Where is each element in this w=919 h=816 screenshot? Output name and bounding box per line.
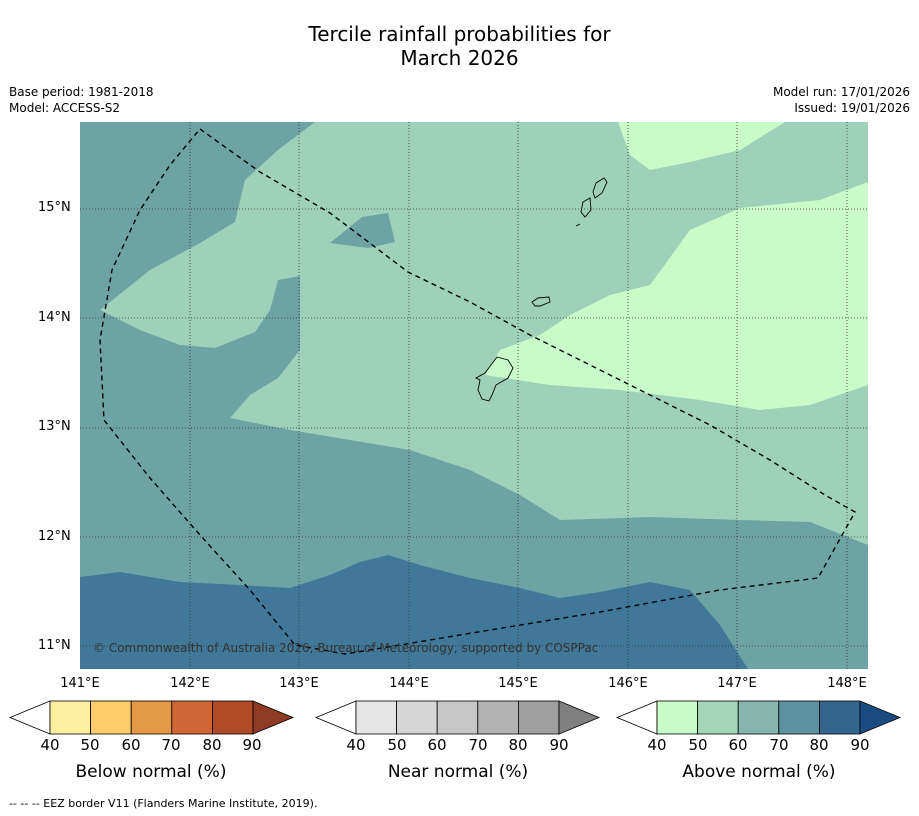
cb-below-tick-40: 40 (40, 736, 60, 754)
cb-above-label: Above normal (%) (682, 762, 836, 782)
lon-label-146: 146°E (608, 676, 648, 691)
lat-label-13: 13°N (38, 419, 71, 434)
cb-below-extend-high (252, 700, 295, 735)
cb-above-tick-80: 80 (809, 736, 829, 754)
cb-above-extend-high (859, 700, 902, 735)
copyright-notice: © Commonwealth of Australia 2026, Bureau… (93, 641, 599, 655)
region-60-70-blob (330, 213, 395, 248)
cb-below-segment-3 (130, 700, 173, 735)
lat-label-15: 15°N (38, 200, 71, 215)
cb-near-segment-5 (518, 700, 560, 735)
cb-above-segment-5 (819, 700, 861, 735)
region-50-60 (100, 122, 868, 545)
cb-above-tick-90: 90 (850, 736, 870, 754)
cb-above-segment-3 (737, 700, 780, 735)
cb-near-tick-80: 80 (508, 736, 528, 754)
chart-title: Tercile rainfall probabilities for March… (0, 22, 919, 70)
title-line-2: March 2026 (400, 46, 519, 70)
cb-above-segment-1 (656, 700, 698, 735)
footnote-eez: -- -- -- EEZ border V11 (Flanders Marine… (9, 797, 318, 810)
island-rota (531, 296, 551, 307)
model-run: Model run: 17/01/2026 (772, 85, 910, 99)
lon-label-143: 143°E (279, 676, 319, 691)
island-guam (475, 356, 514, 402)
cb-below-tick-80: 80 (202, 736, 222, 754)
island-aguijan (575, 223, 581, 227)
probability-map (80, 122, 868, 669)
cb-near-extend-low (314, 700, 357, 735)
cb-near-segment-2 (396, 700, 438, 735)
lon-label-148: 148°E (827, 676, 867, 691)
cb-above-tick-50: 50 (688, 736, 708, 754)
lon-label-142: 142°E (170, 676, 210, 691)
cb-near-segment-3 (436, 700, 479, 735)
lon-label-145: 145°E (498, 676, 538, 691)
cb-below-segment-1 (49, 700, 91, 735)
gridlines (80, 122, 868, 669)
cb-near-tick-90: 90 (549, 736, 569, 754)
lat-label-12: 12°N (38, 529, 71, 544)
lat-label-11: 11°N (38, 638, 71, 653)
base-period: Base period: 1981-2018 (9, 85, 154, 99)
cb-near-extend-high (558, 700, 601, 735)
cb-below-segment-2 (90, 700, 132, 735)
cb-below-segment-5 (211, 700, 254, 735)
cb-above-tick-60: 60 (728, 736, 748, 754)
issued-date: Issued: 19/01/2026 (794, 101, 910, 115)
cb-above-tick-70: 70 (769, 736, 789, 754)
meta-left: Base period: 1981-2018 Model: ACCESS-S2 (9, 84, 154, 116)
cb-near-segment-1 (355, 700, 397, 735)
island-tinian (580, 197, 592, 218)
lon-label-144: 144°E (389, 676, 429, 691)
cb-above-extend-low (615, 700, 658, 735)
cb-below-label: Below normal (%) (75, 762, 227, 782)
island-saipan (592, 177, 608, 199)
region-40-50-north (618, 122, 785, 170)
cb-below-segment-4 (171, 700, 213, 735)
region-70-80 (80, 555, 748, 669)
model-name: Model: ACCESS-S2 (9, 101, 121, 115)
lon-label-147: 147°E (717, 676, 757, 691)
cb-above-tick-40: 40 (647, 736, 667, 754)
cb-above-segment-2 (697, 700, 739, 735)
colorbars (8, 700, 902, 735)
cb-near-tick-70: 70 (468, 736, 488, 754)
cb-below-tick-50: 50 (80, 736, 100, 754)
cb-below-tick-90: 90 (242, 736, 262, 754)
cb-near-segment-4 (477, 700, 519, 735)
cb-below-tick-70: 70 (161, 736, 181, 754)
cb-near-tick-60: 60 (427, 736, 447, 754)
cb-below-extend-low (8, 700, 51, 735)
cb-below-tick-60: 60 (121, 736, 141, 754)
cb-near-label: Near normal (%) (387, 762, 529, 782)
lat-label-14: 14°N (38, 310, 71, 325)
meta-right: Model run: 17/01/2026 Issued: 19/01/2026 (773, 84, 910, 116)
lon-label-141: 141°E (60, 676, 100, 691)
cb-near-tick-50: 50 (387, 736, 407, 754)
cb-above-segment-4 (778, 700, 820, 735)
region-40-50-east (485, 182, 868, 410)
islands (475, 177, 608, 402)
title-line-1: Tercile rainfall probabilities for (308, 22, 611, 46)
cb-near-tick-40: 40 (346, 736, 366, 754)
